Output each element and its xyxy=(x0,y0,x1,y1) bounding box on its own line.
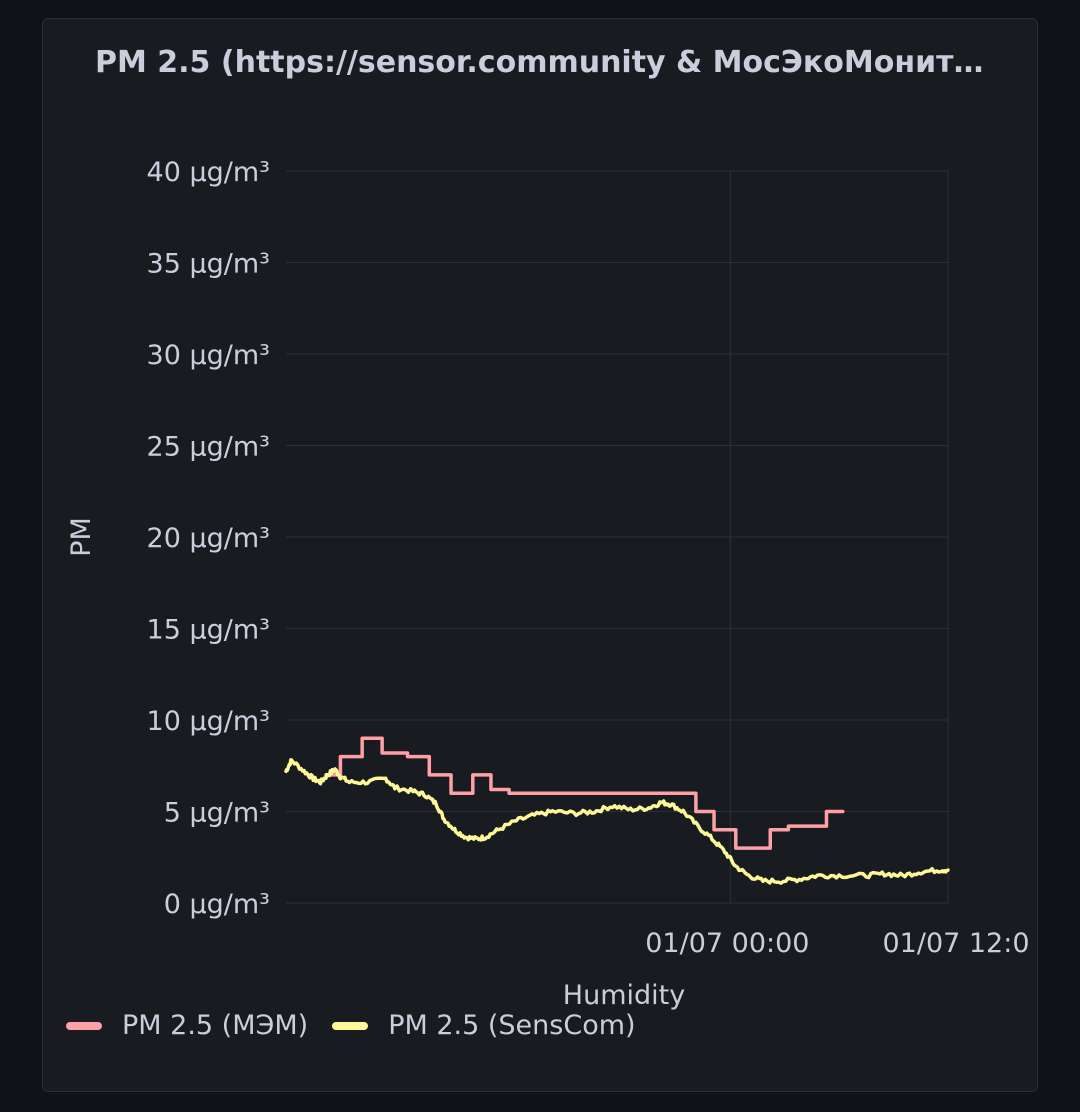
x-tick-label: 01/07 00:00 xyxy=(645,928,809,959)
legend-label-mem: PM 2.5 (МЭМ) xyxy=(122,1010,309,1041)
series-line-senscom xyxy=(284,758,950,885)
x-axis-label: Humidity xyxy=(563,980,685,1011)
y-tick-label: 20 µg/m³ xyxy=(147,523,270,554)
legend-swatch-senscom xyxy=(332,1021,369,1030)
legend-label-senscom: PM 2.5 (SensCom) xyxy=(388,1010,636,1041)
y-tick-label: 10 µg/m³ xyxy=(147,706,270,737)
legend-item-senscom[interactable]: PM 2.5 (SensCom) xyxy=(332,1010,636,1041)
series-line-mem xyxy=(324,736,845,850)
y-tick-label: 15 µg/m³ xyxy=(147,615,270,646)
chart-panel: PM 2.5 (https://sensor.community & МосЭк… xyxy=(42,18,1038,1092)
legend: PM 2.5 (МЭМ) PM 2.5 (SensCom) xyxy=(66,1010,636,1041)
legend-swatch-mem xyxy=(66,1021,102,1030)
y-tick-label: 40 µg/m³ xyxy=(147,157,270,188)
x-tick-label: 01/07 12:0 xyxy=(882,928,1029,959)
y-tick-label: 30 µg/m³ xyxy=(147,340,270,371)
y-axis-label: PM xyxy=(66,517,97,557)
y-tick-label: 5 µg/m³ xyxy=(164,798,270,829)
y-tick-label: 25 µg/m³ xyxy=(147,432,270,463)
y-tick-label: 0 µg/m³ xyxy=(164,889,270,920)
legend-item-mem[interactable]: PM 2.5 (МЭМ) xyxy=(66,1010,308,1041)
y-tick-label: 35 µg/m³ xyxy=(147,249,270,280)
